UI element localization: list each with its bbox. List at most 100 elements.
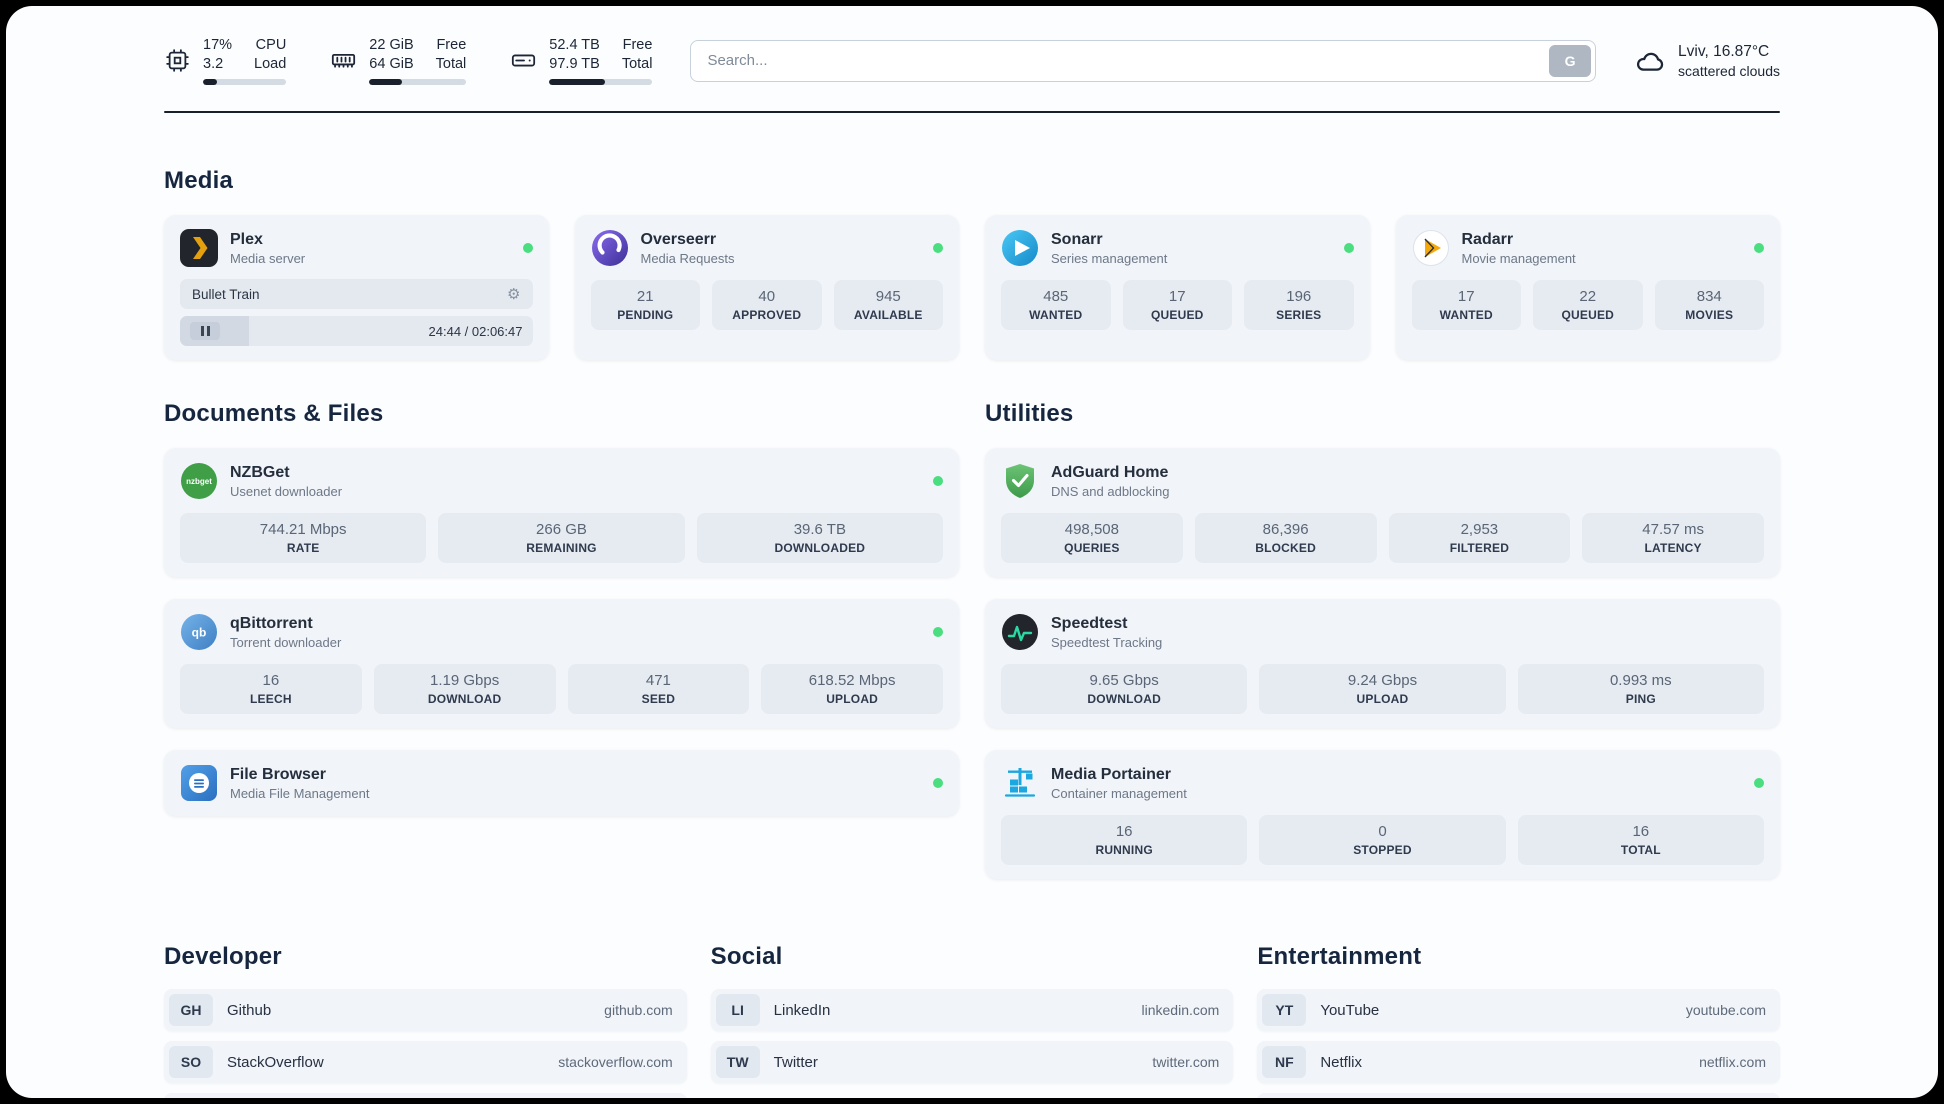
section-title-documents: Documents & Files [164, 400, 384, 428]
stat-movies: 834 MOVIES [1654, 280, 1764, 331]
cpu-load-label: Load [254, 56, 287, 73]
stat-download: 9.65 Gbps DOWNLOAD [1001, 664, 1248, 715]
status-dot [933, 627, 943, 638]
status-dot [1343, 243, 1354, 254]
app-subtitle: Series management [1051, 250, 1168, 266]
now-playing-title: Bullet Train [192, 286, 260, 302]
stat-series: 196 SERIES [1244, 280, 1354, 331]
status-dot [933, 476, 943, 487]
overseerr-icon [591, 229, 629, 267]
plex-icon [180, 229, 218, 268]
stat-remaining: 266 GB REMAINING [438, 513, 685, 564]
memory-total-label: Total [435, 56, 467, 73]
main-content: Media Plex Media server [6, 167, 1938, 1098]
stat-pending: 21 PENDING [590, 280, 700, 331]
section-media: Media Plex Media server [164, 167, 1780, 361]
storage-progress-bar [549, 79, 653, 86]
sonarr-icon [1001, 229, 1039, 267]
stat-wanted: 17 WANTED [1411, 280, 1521, 331]
search-engine-button[interactable]: G [1549, 44, 1592, 77]
stat-download: 1.19 Gbps DOWNLOAD [373, 664, 556, 715]
app-card-portainer[interactable]: Media Portainer Container management 16 R… [985, 750, 1780, 880]
app-name: Sonarr [1051, 230, 1103, 248]
app-card-sonarr[interactable]: Sonarr Series management 485 WANTED 17 QUE… [985, 215, 1370, 361]
bookmark-linkedin[interactable]: LI LinkedIn linkedin.com [710, 989, 1234, 1032]
bookmark-name: Netflix [1320, 1053, 1363, 1071]
app-card-speedtest[interactable]: Speedtest Speedtest Tracking 9.65 Gbps DO… [985, 599, 1780, 729]
stat-queued: 17 QUEUED [1122, 280, 1232, 331]
filebrowser-icon [180, 764, 218, 802]
app-name: Radarr [1461, 230, 1514, 248]
stat-upload: 9.24 Gbps UPLOAD [1259, 664, 1506, 715]
weather-location: Lviv, 16.87°C [1678, 42, 1770, 60]
app-subtitle: Usenet downloader [230, 483, 343, 499]
stat-seed: 471 SEED [567, 664, 750, 715]
search-input[interactable] [690, 39, 1597, 82]
app-card-radarr[interactable]: Radarr Movie management 17 WANTED 22 QUEUE… [1395, 215, 1780, 361]
app-card-filebrowser[interactable]: File Browser Media File Management [164, 750, 959, 817]
bookmark-stackoverflow[interactable]: SO StackOverflow stackoverflow.com [164, 1041, 687, 1084]
section-title-entertainment: Entertainment [1257, 943, 1422, 971]
weather-condition: scattered clouds [1678, 62, 1780, 79]
cpu-usage-value: 17% [203, 37, 233, 53]
cpu-label: CPU [255, 37, 287, 53]
app-card-nzbget[interactable]: nzbget NZBGet Usenet downloader 74 [164, 448, 959, 578]
pause-button[interactable] [190, 322, 220, 341]
app-name: Plex [230, 230, 263, 248]
status-dot [522, 243, 533, 254]
portainer-icon [1001, 764, 1039, 802]
section-title-social: Social [710, 943, 783, 971]
section-title-utilities: Utilities [985, 400, 1074, 428]
app-card-qbittorrent[interactable]: qb qBittorrent Torrent downloader [164, 599, 959, 729]
topbar: 17% 3.2 CPU Load [6, 6, 1938, 86]
section-utilities: Utilities [985, 400, 1780, 880]
stat-downloaded: 39.6 TB DOWNLOADED [696, 513, 943, 564]
radarr-icon [1412, 229, 1450, 267]
bookmark-abbr: GH [169, 994, 213, 1027]
app-subtitle: Torrent downloader [230, 634, 342, 650]
app-subtitle: Movie management [1461, 250, 1576, 266]
app-card-overseerr[interactable]: Overseerr Media Requests 21 PENDING 40 APP… [574, 215, 959, 361]
adguard-icon [1001, 462, 1039, 500]
stat-leech: 16 LEECH [180, 664, 362, 715]
bookmark-twitter[interactable]: TW Twitter twitter.com [710, 1041, 1234, 1084]
bookmark-reddit[interactable]: RE Reddit reddit.com [1257, 1093, 1780, 1098]
section-title-media: Media [164, 167, 234, 195]
stat-approved: 40 APPROVED [712, 280, 822, 331]
bookmark-name: LinkedIn [773, 1001, 831, 1019]
bookmark-url: linkedin.com [1141, 1002, 1220, 1019]
app-name: AdGuard Home [1051, 463, 1169, 481]
bookmark-netflix[interactable]: NF Netflix netflix.com [1257, 1041, 1780, 1084]
storage-free-value: 52.4 TB [549, 37, 600, 53]
memory-free-label: Free [436, 37, 467, 53]
weather-widget: Lviv, 16.87°C scattered clouds [1634, 43, 1780, 79]
bookmark-dev[interactable]: DT DEV dev.to [164, 1093, 687, 1098]
stat-available: 945 AVAILABLE [833, 280, 943, 331]
bookmark-abbr: LI [715, 994, 760, 1027]
app-card-adguard[interactable]: AdGuard Home DNS and adblocking 498,508 Q… [985, 448, 1780, 578]
bookmark-name: StackOverflow [227, 1053, 324, 1071]
now-playing-title-row: Bullet Train ⚙ [180, 279, 533, 310]
gear-icon[interactable]: ⚙ [507, 286, 521, 304]
bookmark-url: twitter.com [1152, 1054, 1220, 1071]
app-name: Overseerr [640, 230, 717, 248]
bookmark-youtube[interactable]: YT YouTube youtube.com [1257, 989, 1780, 1032]
bookmark-github[interactable]: GH Github github.com [164, 989, 687, 1032]
qbittorrent-icon: qb [180, 613, 218, 651]
stat-ping: 0.993 ms PING [1517, 664, 1764, 715]
app-card-plex[interactable]: Plex Media server Bullet Train ⚙ [164, 215, 549, 361]
svg-text:nzbget: nzbget [186, 477, 212, 486]
bookmark-url: stackoverflow.com [558, 1054, 673, 1071]
search-bar: G [690, 39, 1597, 82]
storage-total-label: Total [621, 56, 653, 73]
bookmark-url: youtube.com [1685, 1002, 1766, 1019]
bookmark-abbr: YT [1262, 994, 1307, 1027]
stat-total: 16 TOTAL [1517, 815, 1764, 866]
bookmark-url: netflix.com [1699, 1054, 1766, 1071]
app-subtitle: Media File Management [230, 785, 370, 801]
bookmark-abbr: SO [169, 1046, 213, 1079]
status-dot [1754, 778, 1764, 789]
stat-queries: 498,508 QUERIES [1001, 513, 1183, 564]
stat-latency: 47.57 ms LATENCY [1582, 513, 1764, 564]
